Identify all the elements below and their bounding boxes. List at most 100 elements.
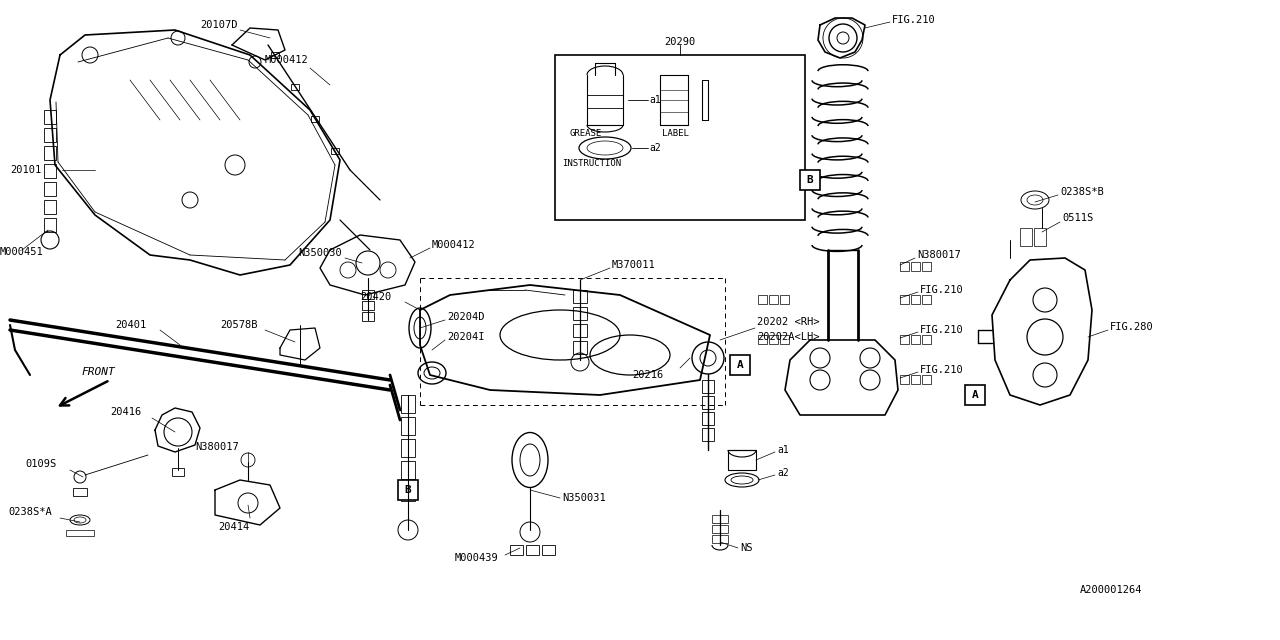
Bar xyxy=(172,468,184,476)
Bar xyxy=(573,324,588,337)
Text: 0238S*A: 0238S*A xyxy=(8,507,51,517)
Bar xyxy=(922,295,931,304)
Text: 0238S*B: 0238S*B xyxy=(1060,187,1103,197)
Bar xyxy=(701,412,714,425)
Bar xyxy=(1034,228,1046,246)
Bar xyxy=(922,262,931,271)
Text: 20420: 20420 xyxy=(360,292,392,302)
Bar xyxy=(556,55,805,220)
Text: a2: a2 xyxy=(649,143,660,153)
Text: M000412: M000412 xyxy=(265,55,308,65)
Text: B: B xyxy=(404,485,411,495)
Bar xyxy=(362,312,374,321)
Bar xyxy=(541,545,556,555)
Bar xyxy=(712,515,728,523)
Text: 20204D: 20204D xyxy=(447,312,485,322)
Text: 20204I: 20204I xyxy=(447,332,485,342)
Bar xyxy=(44,146,56,160)
Bar xyxy=(900,295,909,304)
Text: 20202 <RH>: 20202 <RH> xyxy=(756,317,819,327)
Bar xyxy=(780,335,788,344)
Bar xyxy=(780,295,788,304)
Bar xyxy=(701,428,714,441)
Text: A: A xyxy=(972,390,978,400)
Bar xyxy=(728,450,756,470)
Text: FRONT: FRONT xyxy=(81,367,115,377)
Bar xyxy=(1020,228,1032,246)
Text: FIG.210: FIG.210 xyxy=(920,365,964,375)
Text: 20578B: 20578B xyxy=(220,320,257,330)
Bar xyxy=(401,439,415,457)
Bar xyxy=(769,295,778,304)
Text: M000412: M000412 xyxy=(433,240,476,250)
Bar xyxy=(291,84,300,90)
Bar xyxy=(332,148,339,154)
Bar xyxy=(44,182,56,196)
Text: 0511S: 0511S xyxy=(1062,213,1093,223)
Bar xyxy=(712,535,728,543)
Text: M370011: M370011 xyxy=(612,260,655,270)
Text: a1: a1 xyxy=(649,95,660,105)
Text: 20401: 20401 xyxy=(115,320,146,330)
Text: a1: a1 xyxy=(777,445,788,455)
Bar xyxy=(362,290,374,299)
Text: FIG.210: FIG.210 xyxy=(920,285,964,295)
Bar xyxy=(271,52,279,58)
Bar xyxy=(730,355,750,375)
Bar xyxy=(67,530,93,536)
Bar xyxy=(44,218,56,232)
Bar xyxy=(44,110,56,124)
Text: FIG.280: FIG.280 xyxy=(1110,322,1153,332)
Bar xyxy=(758,335,767,344)
Bar xyxy=(701,380,714,393)
Text: M000451: M000451 xyxy=(0,247,44,257)
Bar xyxy=(911,295,920,304)
Bar xyxy=(401,483,415,501)
Text: 20101: 20101 xyxy=(10,165,41,175)
Bar xyxy=(712,525,728,533)
Bar xyxy=(911,262,920,271)
Bar xyxy=(398,480,419,500)
Bar xyxy=(900,335,909,344)
Text: a2: a2 xyxy=(777,468,788,478)
Bar xyxy=(573,290,588,303)
Bar xyxy=(401,395,415,413)
Bar xyxy=(509,545,524,555)
Text: N350030: N350030 xyxy=(298,248,342,258)
Bar xyxy=(44,128,56,142)
Bar xyxy=(900,262,909,271)
Text: 20414: 20414 xyxy=(218,522,250,532)
Bar xyxy=(573,341,588,354)
Text: 20290: 20290 xyxy=(664,37,695,47)
Bar xyxy=(922,335,931,344)
Text: 20216: 20216 xyxy=(632,370,663,380)
Text: 20107D: 20107D xyxy=(200,20,238,30)
Bar xyxy=(44,200,56,214)
Text: NS: NS xyxy=(740,543,753,553)
Bar xyxy=(701,396,714,409)
Text: INSTRUCTION: INSTRUCTION xyxy=(562,159,621,168)
Bar xyxy=(362,301,374,310)
Bar xyxy=(73,488,87,496)
Bar xyxy=(769,335,778,344)
Text: FIG.210: FIG.210 xyxy=(920,325,964,335)
Bar xyxy=(758,295,767,304)
Bar xyxy=(965,385,986,405)
Bar xyxy=(44,164,56,178)
Text: N350031: N350031 xyxy=(562,493,605,503)
Bar xyxy=(311,116,319,122)
Bar xyxy=(911,335,920,344)
Text: M000439: M000439 xyxy=(454,553,499,563)
Bar xyxy=(900,375,909,384)
Text: LABEL: LABEL xyxy=(662,129,689,138)
Text: 20202A<LH>: 20202A<LH> xyxy=(756,332,819,342)
Bar xyxy=(573,307,588,320)
Text: 20416: 20416 xyxy=(110,407,141,417)
Text: GREASE: GREASE xyxy=(570,129,603,138)
Text: A: A xyxy=(736,360,744,370)
Bar xyxy=(911,375,920,384)
Bar xyxy=(922,375,931,384)
Bar xyxy=(401,461,415,479)
Text: 0109S: 0109S xyxy=(26,459,56,469)
Bar xyxy=(800,170,820,190)
